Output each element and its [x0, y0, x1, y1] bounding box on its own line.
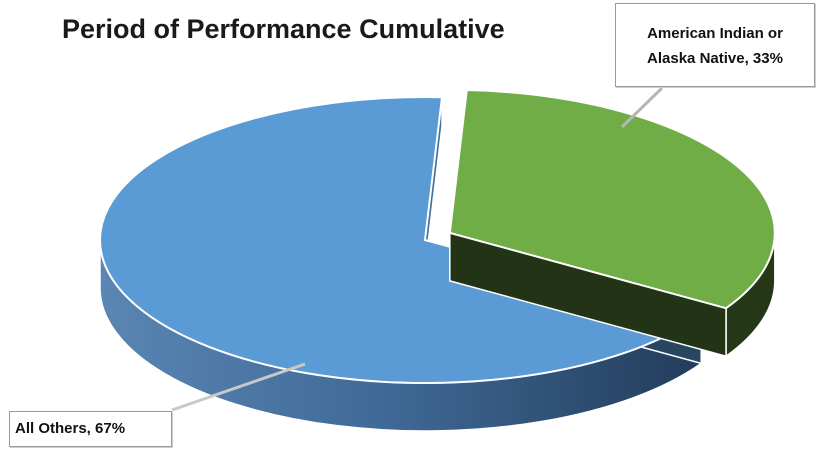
data-label-aian-line2: Alaska Native, 33% [647, 50, 783, 67]
leader-line-others [171, 362, 306, 412]
slice-all-others [99, 96, 704, 384]
data-label-aian-line1: American Indian or [647, 25, 783, 42]
leader-line-aian [620, 86, 664, 129]
data-label-all-others: All Others, 67% [9, 411, 172, 447]
chart-title: Period of Performance Cumulative [62, 14, 505, 44]
data-label-aian: American Indian or Alaska Native, 33% [615, 3, 815, 87]
slice-american-indian [448, 89, 776, 310]
data-label-all-others-text: All Others, 67% [15, 420, 126, 437]
